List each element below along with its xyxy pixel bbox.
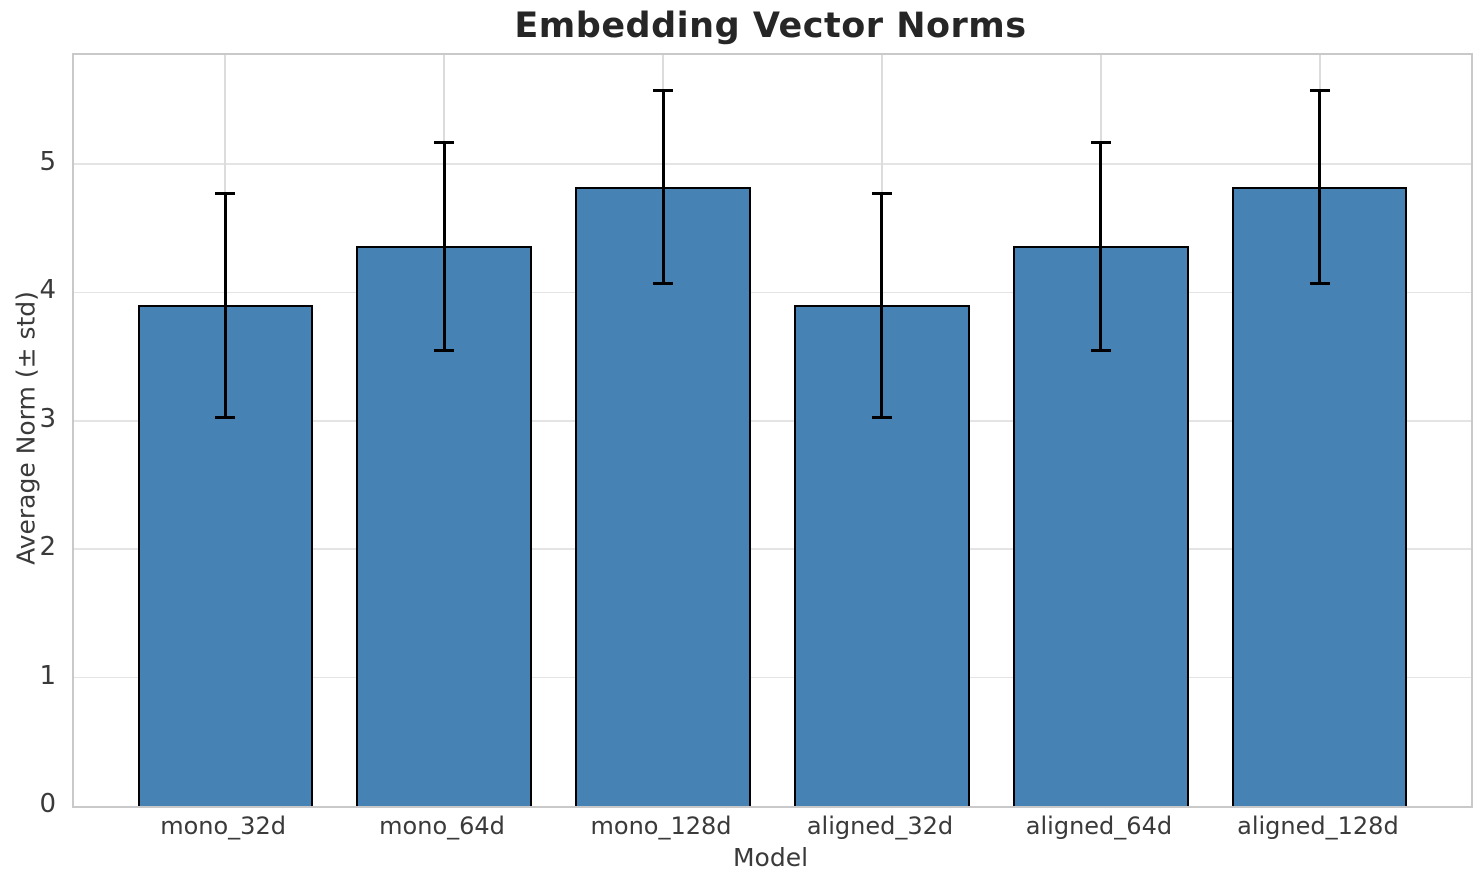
error-bar-cap [653,282,674,285]
h-gridline [74,420,1471,422]
error-bar-cap [1090,348,1111,352]
y-tick-label: 5 [39,147,56,178]
error-bar [661,90,665,284]
x-axis-label: Model [732,843,809,872]
y-tick-label: 3 [39,403,56,434]
x-tick-label: mono_32d [160,812,286,840]
chart-title: Embedding Vector Norms [514,6,1027,46]
error-bar-cap [1309,89,1330,93]
error-bar-cap [215,415,236,419]
plot-area [72,53,1473,808]
error-bar-cap [1309,282,1330,285]
error-bar [880,193,884,417]
x-tick-label: aligned_32d [806,812,954,840]
x-tick-label: aligned_128d [1237,812,1399,840]
y-tick-label: 1 [39,660,56,691]
error-bar [1318,90,1322,284]
error-bar-cap [1090,140,1111,144]
error-bar-cap [434,348,455,352]
h-gridline [74,548,1471,551]
y-tick-label: 0 [39,789,56,819]
error-bar [442,142,446,351]
error-bar-cap [871,415,892,419]
x-tick-label: mono_128d [590,812,732,840]
bar [137,305,313,806]
bar [1232,187,1408,806]
x-tick-label: aligned_64d [1025,812,1173,840]
h-gridline [74,291,1471,294]
error-bar-cap [871,192,892,196]
h-gridline [74,163,1471,165]
h-gridline [74,676,1471,679]
y-tick-label: 2 [39,532,56,563]
x-tick-label: mono_64d [379,812,505,840]
error-bar-cap [434,140,455,144]
bar [575,187,751,806]
error-bar-cap [653,89,674,93]
y-tick-label: 4 [39,275,56,306]
error-bar [223,193,227,417]
error-bar [1099,142,1103,351]
error-bar-cap [215,192,236,196]
